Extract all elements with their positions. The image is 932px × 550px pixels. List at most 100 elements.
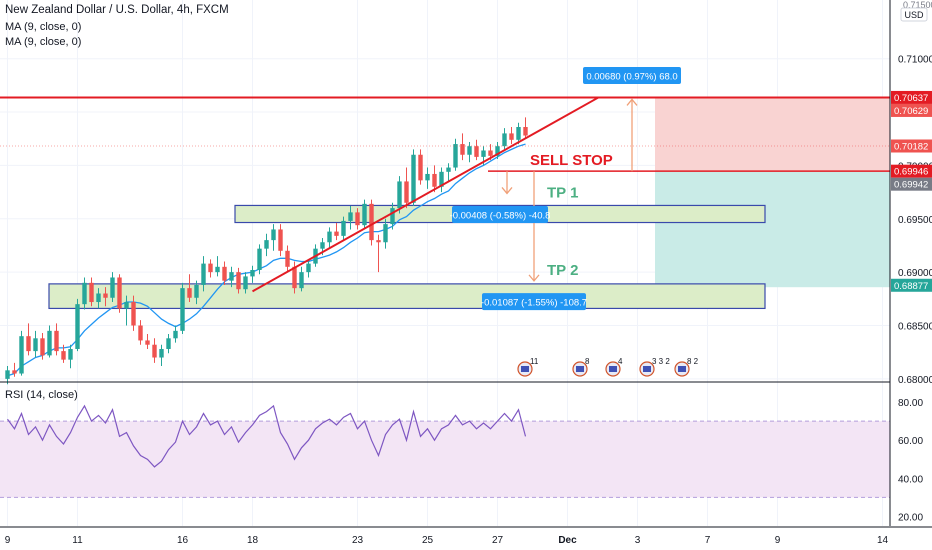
candle <box>124 295 129 326</box>
price-marker[interactable]: 0.70637 <box>891 90 932 104</box>
candle-body <box>166 338 171 349</box>
candle-body <box>348 212 353 221</box>
candle <box>117 274 122 313</box>
candle <box>208 259 213 278</box>
price-marker-text: 0.69946 <box>894 167 928 178</box>
candle-body <box>467 146 472 155</box>
candle <box>40 332 45 360</box>
time-tick: 11 <box>72 535 83 546</box>
currency-badge[interactable]: USD <box>900 7 928 22</box>
event-flag[interactable]: 3 3 2 <box>639 357 670 377</box>
candle-body <box>250 270 255 277</box>
candle-body <box>5 370 10 379</box>
rsi-pane <box>0 381 932 498</box>
candle-body <box>334 231 339 236</box>
price-marker-box <box>891 278 932 292</box>
price-marker-text: 0.68877 <box>894 281 928 292</box>
event-count: 4 <box>618 357 623 366</box>
tp1-label: TP 1 <box>547 184 578 201</box>
candle-body <box>376 240 381 243</box>
candle <box>222 261 227 285</box>
candle <box>250 265 255 283</box>
candle <box>523 117 528 139</box>
candle <box>229 266 234 288</box>
candle-body <box>243 276 248 290</box>
price-tick: 0.71000 <box>898 55 932 66</box>
candle <box>467 141 472 163</box>
event-flag[interactable]: 8 <box>572 357 590 377</box>
price-tick: 0.69500 <box>898 215 932 226</box>
candle <box>180 282 185 335</box>
rsi-band <box>0 421 890 498</box>
candle <box>516 122 521 145</box>
price-marker[interactable]: 0.70629 <box>891 103 932 117</box>
time-tick: 27 <box>492 535 504 546</box>
candle-body <box>474 146 479 157</box>
candle-body <box>208 263 213 273</box>
candles <box>5 117 528 385</box>
candle <box>425 167 430 189</box>
candle-body <box>68 348 73 360</box>
candle <box>173 325 178 343</box>
price-marker[interactable]: 0.69942 <box>891 177 932 191</box>
candle-body <box>138 325 143 341</box>
measure-text: 0.00680 (0.97%) 68.0 <box>586 72 677 83</box>
candle-body <box>201 263 206 285</box>
price-marker[interactable]: 0.70182 <box>891 139 932 153</box>
rsi-tick: 40.00 <box>898 474 923 485</box>
candle <box>5 366 10 385</box>
candle <box>264 233 269 257</box>
trend-line[interactable] <box>252 96 599 293</box>
candle <box>348 205 353 230</box>
candle-body <box>124 302 129 309</box>
candle <box>306 259 311 278</box>
time-tick: 16 <box>177 535 189 546</box>
candle-body <box>264 240 269 249</box>
price-marker[interactable]: 0.69946 <box>891 164 932 178</box>
arrow-head <box>501 187 513 195</box>
event-flag[interactable]: 11 <box>517 357 539 377</box>
rsi-legend[interactable]: RSI (14, close) <box>5 389 78 401</box>
candle <box>54 323 59 356</box>
candle <box>12 362 17 377</box>
ma-legend-2[interactable]: MA (9, close, 0) <box>5 36 82 48</box>
candle-body <box>61 351 66 360</box>
ma-legend-1[interactable]: MA (9, close, 0) <box>5 21 82 33</box>
event-flag[interactable]: 4 <box>605 357 623 377</box>
price-marker[interactable]: 0.68877 <box>891 278 932 292</box>
candle-body <box>481 150 486 157</box>
candle-body <box>180 288 185 331</box>
candle-body <box>411 154 416 203</box>
candle <box>460 133 465 161</box>
time-tick: 7 <box>705 535 711 546</box>
candle-body <box>425 173 430 181</box>
measure-up-label[interactable]: 0.00680 (0.97%) 68.0 <box>583 67 681 84</box>
candle <box>257 244 262 275</box>
candle-body <box>257 248 262 271</box>
candle <box>82 277 87 310</box>
candle <box>75 298 80 352</box>
candle <box>285 245 290 273</box>
candle-body <box>110 277 115 298</box>
measure-tp2-label[interactable]: -0.01087 (-1.55%) -108.7 <box>481 293 587 311</box>
candle <box>418 149 423 185</box>
candle-body <box>89 282 94 303</box>
tp2-zone[interactable] <box>48 283 766 310</box>
candle-body <box>271 229 276 241</box>
flag-icon-fill <box>609 366 617 372</box>
candle-body <box>40 338 45 356</box>
price-tick: 0.68000 <box>898 375 932 386</box>
candle-body <box>215 266 220 273</box>
candle <box>96 288 101 309</box>
candle <box>236 267 241 294</box>
rsi-tick: 20.00 <box>898 512 923 523</box>
event-flag[interactable]: 8 2 <box>674 357 699 377</box>
candle <box>47 325 52 358</box>
candle-body <box>187 288 192 298</box>
candle <box>187 274 192 303</box>
rsi-tick: 80.00 <box>898 398 923 409</box>
candle <box>362 199 367 230</box>
candle <box>215 256 220 277</box>
measure-tp1-label[interactable]: -0.00408 (-0.58%) -40.8 <box>450 205 551 223</box>
